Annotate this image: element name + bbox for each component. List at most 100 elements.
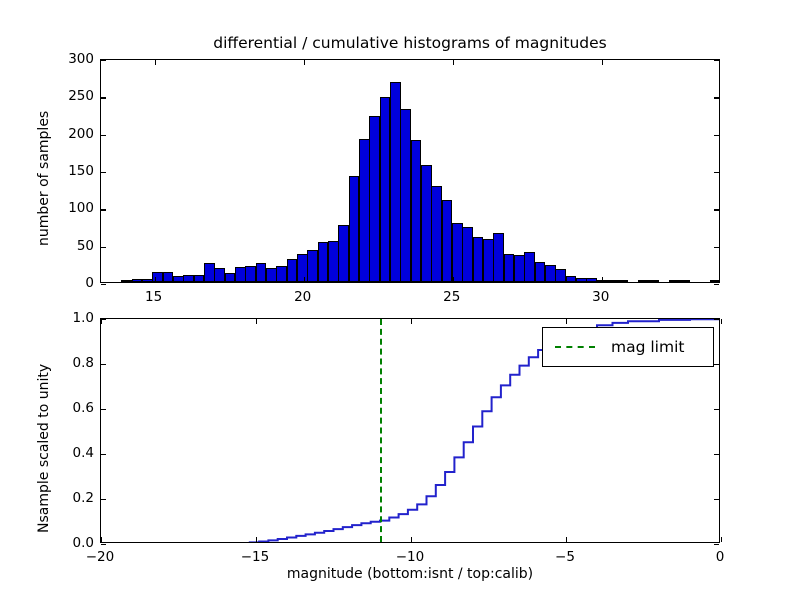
histogram-bar <box>503 253 515 282</box>
x-tick-label: 25 <box>443 289 461 305</box>
x-tick-mark <box>601 277 604 282</box>
x-tick-label: 30 <box>592 289 610 305</box>
y-tick-label: 0.8 <box>72 355 94 371</box>
x-tick-mark <box>411 319 413 324</box>
y-tick-mark <box>714 544 719 546</box>
histogram-bar <box>586 278 597 282</box>
x-tick-mark <box>256 319 258 324</box>
histogram-bar <box>462 226 473 282</box>
bottom-panel-axes: mag limit <box>100 318 723 546</box>
x-tick-label: −15 <box>240 549 270 565</box>
histogram-bar <box>555 269 566 282</box>
x-tick-label: −20 <box>85 549 115 565</box>
y-tick-mark <box>714 60 719 62</box>
histogram-bar <box>472 237 484 282</box>
mag-limit-line-icon <box>555 346 595 348</box>
x-tick-mark <box>411 537 413 542</box>
y-tick-mark <box>101 172 106 174</box>
y-tick-mark <box>714 319 719 321</box>
histogram-bar <box>400 108 411 282</box>
x-tick-mark <box>303 60 305 65</box>
x-tick-mark <box>601 60 604 65</box>
legend: mag limit <box>542 327 714 367</box>
histogram-bar <box>483 239 494 282</box>
x-tick-mark <box>721 537 723 542</box>
histogram-bar <box>162 271 174 282</box>
histogram-bar <box>545 264 556 282</box>
histogram-bar <box>514 255 525 282</box>
histogram-bar <box>173 276 184 282</box>
histogram-bar <box>390 81 401 282</box>
x-tick-mark <box>566 319 568 324</box>
y-tick-label: 1.0 <box>72 310 94 326</box>
y-tick-mark <box>714 364 719 366</box>
x-tick-mark <box>154 60 156 65</box>
top-panel-ylabel: number of samples <box>36 110 52 246</box>
histogram-bar <box>348 175 360 282</box>
y-tick-mark <box>714 246 719 248</box>
histogram-bar <box>421 164 432 282</box>
y-tick-label: 250 <box>68 88 94 105</box>
x-tick-label: −5 <box>555 549 575 565</box>
y-tick-mark <box>101 364 106 366</box>
figure-xlabel: magnitude (bottom:isnt / top:calib) <box>286 566 534 582</box>
x-tick-mark <box>101 319 103 324</box>
top-panel-axes <box>100 59 720 286</box>
y-tick-mark <box>101 97 106 99</box>
histogram-bar <box>204 262 215 282</box>
y-tick-mark <box>101 544 106 546</box>
y-tick-mark <box>714 409 719 411</box>
histogram-bar <box>307 249 318 282</box>
histogram-bar <box>297 253 308 282</box>
y-tick-mark <box>714 172 719 174</box>
histogram-bar <box>183 275 194 282</box>
y-tick-mark <box>101 246 106 248</box>
histogram-bar <box>214 267 225 282</box>
y-tick-mark <box>101 209 106 211</box>
histogram-bar <box>493 233 504 282</box>
x-tick-label: 15 <box>145 289 163 305</box>
histogram-bar <box>617 280 628 282</box>
histogram-bars <box>101 60 719 282</box>
histogram-bar <box>235 267 246 282</box>
y-tick-mark <box>714 284 719 286</box>
x-tick-mark <box>256 537 258 542</box>
y-tick-mark <box>714 97 719 99</box>
histogram-bar <box>152 271 163 282</box>
y-tick-mark <box>714 499 719 501</box>
x-tick-mark <box>303 277 305 282</box>
x-tick-label: 0 <box>715 549 725 565</box>
y-tick-label: 0.6 <box>72 400 94 416</box>
x-tick-mark <box>721 319 723 324</box>
y-tick-label: 0.0 <box>72 535 94 551</box>
y-tick-label: 100 <box>68 200 94 217</box>
histogram-bar <box>245 265 256 282</box>
histogram-bar <box>142 279 153 282</box>
histogram-bar <box>224 273 236 282</box>
histogram-bar <box>317 241 329 282</box>
y-tick-label: 0.4 <box>72 445 94 461</box>
legend-label-mag-limit: mag limit <box>611 338 685 356</box>
histogram-bar <box>338 224 349 282</box>
y-tick-label: 200 <box>68 125 94 142</box>
histogram-bar <box>452 223 463 282</box>
histogram-bar <box>679 280 690 282</box>
histogram-bar <box>648 280 659 282</box>
y-tick-mark <box>101 284 106 286</box>
histogram-bar <box>669 280 680 282</box>
figure-title: differential / cumulative histograms of … <box>213 34 607 52</box>
y-tick-label: 300 <box>68 51 94 67</box>
y-tick-mark <box>101 499 106 501</box>
histogram-bar <box>431 185 442 282</box>
histogram-bar <box>286 258 298 282</box>
histogram-bar <box>534 261 546 282</box>
histogram-bar <box>266 267 277 282</box>
y-tick-label: 50 <box>76 237 94 254</box>
y-tick-mark <box>101 319 106 321</box>
mag-limit-vline <box>380 319 382 542</box>
histogram-bar <box>193 275 205 282</box>
histogram-bar <box>576 277 587 282</box>
x-tick-mark <box>452 277 455 282</box>
x-tick-label: −10 <box>395 549 425 565</box>
